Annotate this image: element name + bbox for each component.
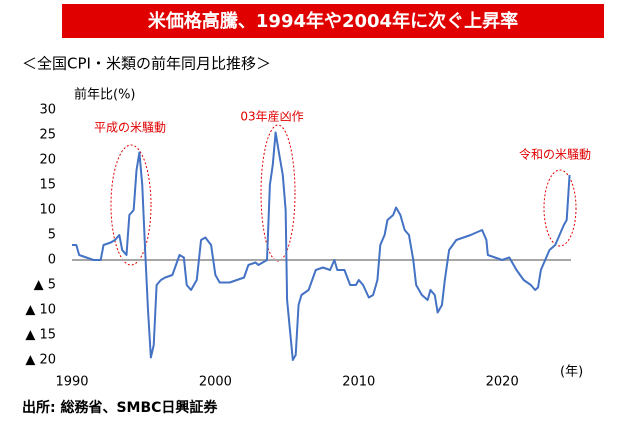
y-tick-label: 0 [48, 253, 56, 268]
annotation: 令和の米騒動 [519, 147, 591, 162]
source: 出所: 総務省、SMBC日興証券 [22, 399, 218, 416]
highlight-ellipse [543, 169, 577, 247]
data-line [72, 131, 571, 361]
annotation: 平成の米騒動 [94, 121, 166, 135]
x-tick-label: 2020 [486, 375, 519, 390]
chart-title: 米価格高騰、1994年や2004年に次ぐ上昇率 [148, 10, 518, 32]
x-tick-label: 2010 [342, 375, 375, 390]
x-axis-label: (年) [560, 365, 583, 380]
y-tick-label: ▲ 5 [34, 278, 56, 293]
y-tick-label: ▲ 20 [25, 353, 56, 368]
y-axis-label: 前年比(%) [74, 87, 136, 103]
highlight-ellipse [110, 144, 152, 266]
x-tick-label: 2000 [199, 375, 232, 390]
y-tick-label: 15 [39, 178, 56, 193]
chart-subtitle: ＜全国CPI・米類の前年同月比推移＞ [22, 55, 271, 73]
y-tick-label: 10 [39, 203, 56, 218]
y-tick-label: ▲ 10 [25, 303, 56, 318]
y-tick-label: 5 [48, 228, 56, 243]
y-tick-label: 30 [39, 103, 56, 118]
y-tick-label: ▲ 15 [25, 328, 56, 343]
annotation: 03年産凶作 [240, 109, 303, 124]
title-banner [62, 4, 604, 38]
y-tick-label: 25 [39, 128, 56, 143]
x-tick-label: 1990 [55, 375, 88, 390]
y-tick-label: 20 [39, 153, 56, 168]
